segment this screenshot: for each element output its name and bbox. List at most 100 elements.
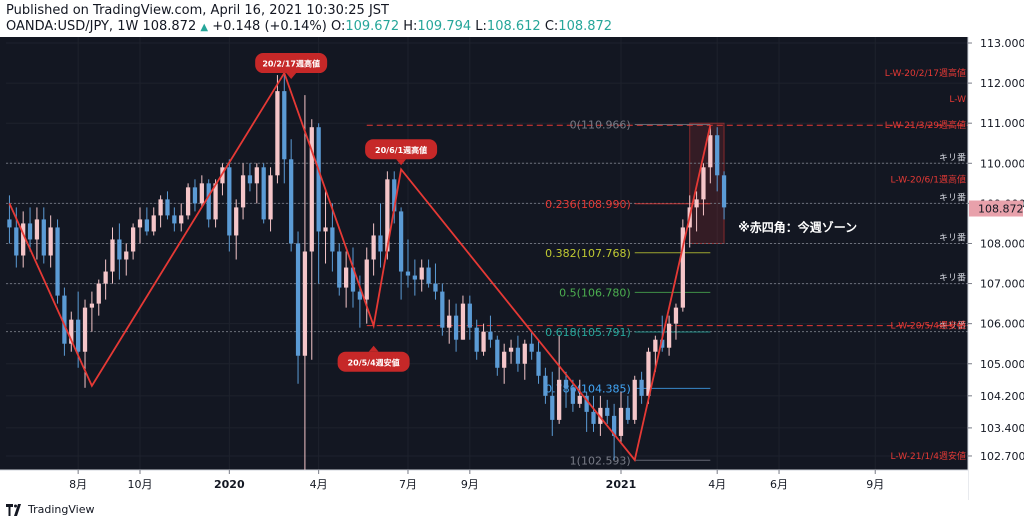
candle-body-41	[289, 159, 294, 244]
candle-body-85	[591, 411, 596, 424]
candle-body-21	[151, 215, 156, 232]
time-tick-label-1: 10月	[127, 478, 152, 491]
up-triangle-icon: ▲	[200, 22, 209, 33]
last-price-label: 108.872	[978, 203, 1024, 216]
zone-label: ※赤四角：今週ゾーン	[738, 219, 857, 234]
price-tick-label-1: 112.000	[980, 77, 1024, 90]
price-tick-label-0: 113.000	[980, 37, 1024, 50]
candle-body-8	[62, 295, 67, 344]
kiriban-label-3: キリ番	[939, 272, 966, 284]
candle-body-1	[14, 227, 19, 256]
price-chart[interactable]: ※赤四角：今週ゾーン キリ番キリ番キリ番キリ番キリ番L-W-20/2/17週高値…	[0, 0, 1024, 500]
candle-body-22	[158, 199, 163, 216]
candle-body-12	[89, 303, 95, 308]
close-value: 108.872	[558, 19, 613, 34]
candle-body-39	[275, 91, 280, 176]
price-tick-label-6: 107.000	[980, 278, 1024, 291]
price-tick-label-10: 103.400	[980, 422, 1024, 435]
symbol-ohlc-line: OANDA:USD/JPY, 1W 108.872 ▲ +0.148 (+0.1…	[6, 19, 612, 34]
candle-body-63	[440, 291, 445, 328]
candle-body-53	[371, 235, 376, 260]
candle-body-55	[385, 179, 390, 252]
time-tick-label-3: 4月	[310, 478, 328, 491]
symbol: OANDA:USD/JPY, 1W	[6, 19, 139, 34]
red-level-label-5: L-W-21/1/4週安値	[891, 450, 967, 462]
candle-body-80	[557, 379, 562, 420]
candle-body-66	[460, 303, 466, 340]
fib-label-0: 0(110.966)	[570, 119, 631, 132]
time-tick-label-5: 9月	[461, 478, 479, 491]
candle-body-5	[41, 219, 46, 256]
candle-body-87	[605, 407, 610, 416]
time-tick-label-7: 4月	[708, 478, 726, 491]
red-level-label-0: L-W-20/2/17週高値	[885, 67, 966, 79]
candle-body-45	[316, 127, 321, 232]
candle-body-56	[392, 179, 397, 212]
candle-body-15	[110, 239, 115, 272]
candle-body-65	[453, 315, 459, 340]
price-tick-label-9: 104.200	[980, 390, 1024, 403]
price-tick-label-7: 106.000	[980, 318, 1024, 331]
time-tick-label-2: 2020	[214, 478, 245, 491]
candle-body-94	[653, 339, 658, 352]
candle-body-74	[515, 347, 521, 364]
time-tick-label-4: 7月	[399, 478, 417, 491]
candle-body-35	[247, 175, 253, 184]
candle-body-44	[309, 127, 314, 252]
high-label: H:	[403, 19, 418, 34]
candle-body-68	[474, 327, 479, 352]
time-tick-label-8: 6月	[770, 478, 788, 491]
candle-body-57	[398, 211, 404, 272]
candle-body-93	[646, 351, 651, 396]
red-level-label-4: L-W-20/5/4週安値	[891, 320, 967, 332]
candle-body-67	[467, 303, 472, 328]
candle-body-60	[419, 267, 424, 280]
open-value: 109.672	[345, 19, 400, 34]
price-tick-label-3: 110.000	[980, 157, 1024, 170]
candle-body-13	[96, 283, 101, 304]
change: +0.148 (+0.14%)	[212, 19, 327, 34]
candle-body-88	[611, 415, 617, 436]
candle-body-46	[323, 227, 328, 232]
fib-label-2: 0.382(107.768)	[545, 247, 631, 260]
candle-body-102	[708, 135, 713, 168]
price-axis[interactable]: 113.000112.000111.000110.000109.000108.0…	[967, 37, 1024, 500]
candle-body-98	[680, 227, 685, 308]
candle-body-62	[433, 283, 438, 292]
candle-body-69	[481, 331, 486, 352]
kiriban-label-0: キリ番	[939, 151, 966, 163]
footer: TradingView	[6, 503, 94, 516]
time-tick-label-9: 9月	[866, 478, 884, 491]
candle-body-23	[165, 199, 170, 216]
candle-body-9	[69, 319, 74, 344]
last-price-badge	[969, 200, 1023, 217]
candle-body-3	[27, 223, 33, 240]
candle-body-20	[144, 219, 149, 232]
candle-body-92	[639, 379, 644, 396]
candle-body-81	[563, 379, 569, 388]
candle-body-101	[701, 167, 706, 200]
price-tick-label-11: 102.700	[980, 450, 1024, 463]
red-level-label-1: L-W	[949, 95, 966, 105]
candle-body-17	[124, 251, 129, 260]
candle-body-29	[206, 183, 211, 220]
candle-body-72	[502, 351, 507, 368]
price-tick-label-5: 108.000	[980, 237, 1024, 250]
last-price: 108.872	[142, 19, 197, 34]
fib-label-6: 1(102.593)	[570, 454, 631, 467]
candle-body-95	[660, 339, 665, 348]
annotation-text-2: 20/5/4週安値	[348, 357, 400, 367]
candle-body-103	[715, 135, 720, 176]
candle-body-7	[55, 227, 60, 296]
candle-body-77	[536, 351, 541, 376]
candle-body-48	[337, 251, 342, 288]
candle-body-96	[666, 323, 672, 348]
candle-body-58	[405, 271, 411, 276]
time-tick-label-6: 2021	[606, 478, 637, 491]
time-axis[interactable]: 8月 10月 2020 4月 7月 9月 2021 4月 6月 9月	[0, 469, 968, 500]
candle-body-36	[254, 167, 259, 184]
annotation-bubble-1	[365, 139, 438, 160]
candle-body-100	[694, 199, 699, 208]
candle-body-50	[350, 267, 356, 292]
candle-body-61	[426, 267, 431, 284]
